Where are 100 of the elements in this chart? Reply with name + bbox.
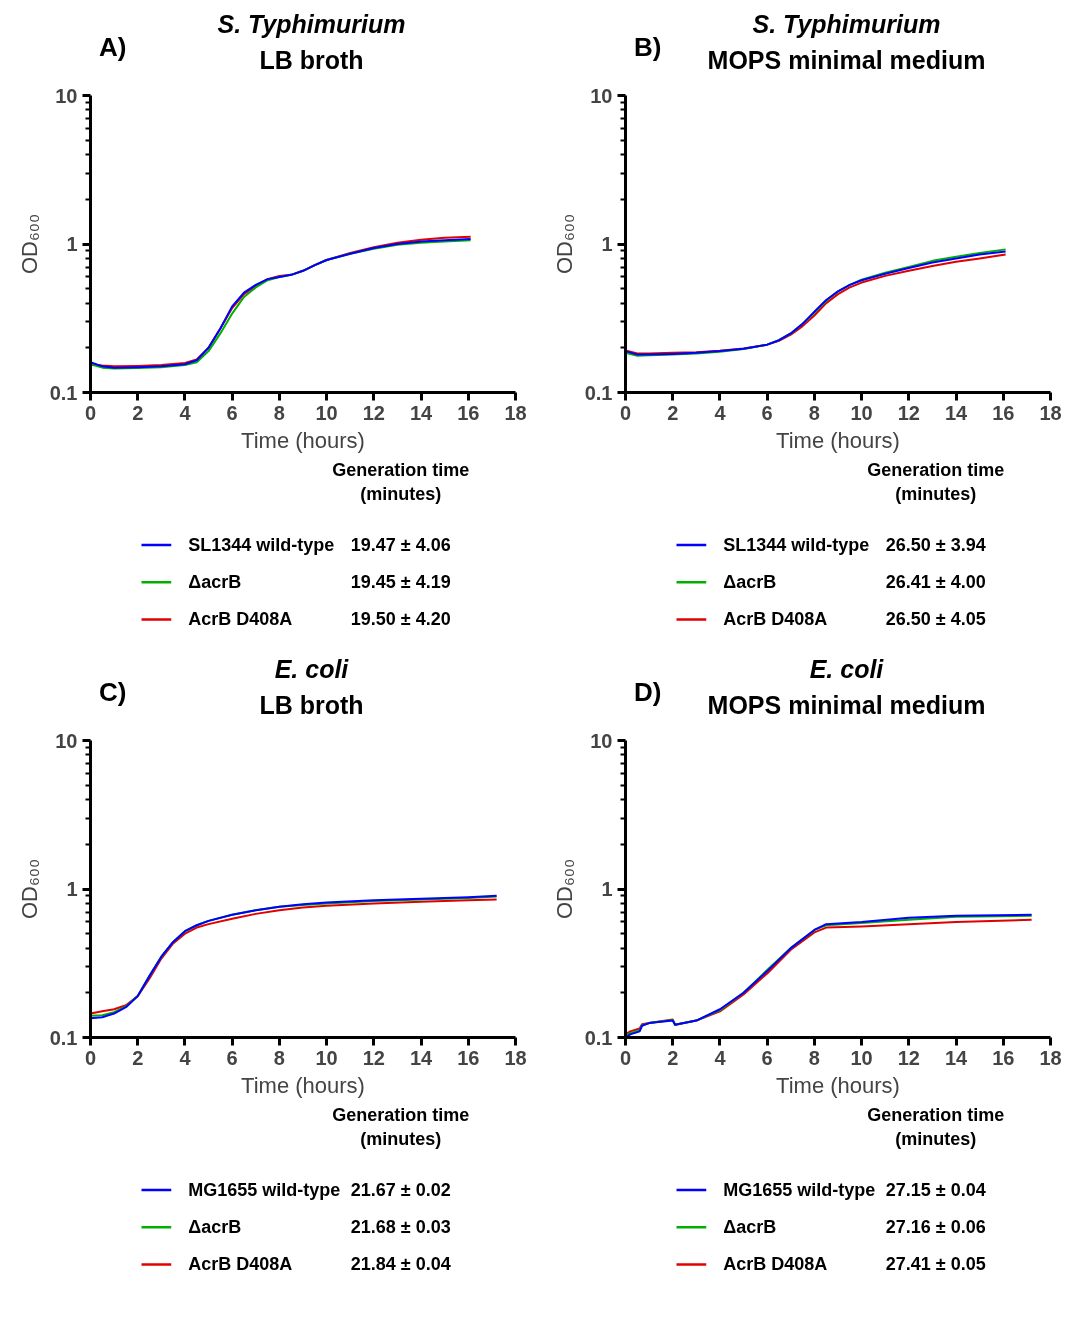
legend-label: MG1655 wild-type bbox=[188, 1179, 341, 1200]
y-axis-title: OD₆₀₀ bbox=[16, 213, 42, 275]
x-tick-label: 0 bbox=[84, 401, 97, 424]
x-tick-label: 12 bbox=[897, 401, 920, 424]
legend-label: SL1344 wild-type bbox=[188, 534, 335, 555]
text: 26.50 ± 4.05 bbox=[885, 609, 986, 630]
x-tick-label: 16 bbox=[992, 401, 1015, 424]
text: 19.45 ± 4.19 bbox=[350, 572, 451, 593]
x-tick-label: 14 bbox=[409, 401, 434, 424]
x-tick-label: 4 bbox=[179, 401, 192, 424]
text: 26.50 ± 3.94 bbox=[885, 534, 986, 555]
x-tick-label: 10 bbox=[850, 401, 873, 424]
y-tick-label: 10 bbox=[55, 84, 78, 107]
x-tick-label: 14 bbox=[944, 1046, 969, 1069]
y-axis-title: OD₆₀₀ bbox=[551, 858, 577, 920]
text: 21.67 ± 0.02 bbox=[350, 1179, 451, 1200]
text: Generation time (minutes) bbox=[332, 459, 470, 504]
y-tick-label: 0.1 bbox=[584, 1026, 613, 1049]
text: B) bbox=[634, 32, 662, 63]
x-tick-label: 8 bbox=[808, 1046, 820, 1069]
text: D) bbox=[634, 677, 662, 708]
y-tick-label: 1 bbox=[601, 233, 613, 255]
x-tick-label: 14 bbox=[944, 401, 969, 424]
x-tick-label: 12 bbox=[897, 1046, 920, 1069]
text: A) bbox=[99, 32, 127, 63]
chart-subtitle: LB broth bbox=[259, 46, 364, 74]
x-tick-label: 2 bbox=[132, 401, 144, 424]
x-tick-label: 14 bbox=[409, 1046, 434, 1069]
legend-label: AcrB D408A bbox=[188, 1254, 293, 1275]
x-tick-label: 10 bbox=[850, 1046, 873, 1069]
x-tick-label: 6 bbox=[226, 1046, 238, 1069]
text: C) bbox=[99, 677, 127, 708]
text: Generation time (minutes) bbox=[332, 1104, 470, 1149]
text: 27.16 ± 0.06 bbox=[885, 1217, 986, 1238]
text: 27.15 ± 0.04 bbox=[885, 1179, 986, 1200]
y-tick-label: 0.1 bbox=[584, 381, 613, 404]
x-tick-label: 12 bbox=[362, 401, 385, 424]
y-tick-label: 1 bbox=[66, 878, 78, 900]
x-tick-label: 18 bbox=[504, 401, 527, 424]
x-axis-title: Time (hours) bbox=[241, 1072, 365, 1098]
x-tick-label: 8 bbox=[808, 401, 820, 424]
chart-title: E. coli bbox=[274, 655, 350, 684]
y-tick-label: 10 bbox=[590, 729, 613, 752]
chart-title: S. Typhimurium bbox=[752, 10, 941, 39]
text: 21.84 ± 0.04 bbox=[350, 1254, 451, 1275]
x-tick-label: 0 bbox=[84, 1046, 97, 1069]
text: Generation time (minutes) bbox=[867, 459, 1005, 504]
chart-title: S. Typhimurium bbox=[217, 10, 406, 39]
x-tick-label: 16 bbox=[457, 401, 480, 424]
text: 21.68 ± 0.03 bbox=[350, 1217, 451, 1238]
x-tick-label: 16 bbox=[992, 1046, 1015, 1069]
x-tick-label: 6 bbox=[761, 401, 773, 424]
y-tick-label: 0.1 bbox=[49, 1026, 78, 1049]
y-tick-label: 1 bbox=[66, 233, 78, 255]
text: 19.50 ± 4.20 bbox=[350, 609, 451, 630]
y-tick-label: 10 bbox=[590, 84, 613, 107]
chart-subtitle: MOPS minimal medium bbox=[707, 46, 986, 74]
legend-label: ΔacrB bbox=[723, 1217, 777, 1238]
x-tick-label: 4 bbox=[714, 1046, 727, 1069]
x-tick-label: 2 bbox=[667, 1046, 679, 1069]
x-tick-label: 18 bbox=[1039, 1046, 1062, 1069]
x-tick-label: 4 bbox=[714, 401, 727, 424]
x-tick-label: 10 bbox=[315, 401, 338, 424]
x-tick-label: 0 bbox=[619, 1046, 632, 1069]
y-tick-label: 1 bbox=[601, 878, 613, 900]
legend-label: ΔacrB bbox=[188, 572, 242, 593]
x-tick-label: 18 bbox=[1039, 401, 1062, 424]
text: 27.41 ± 0.05 bbox=[885, 1254, 986, 1275]
chart-subtitle: LB broth bbox=[259, 691, 364, 719]
x-axis-title: Time (hours) bbox=[776, 427, 900, 453]
y-tick-label: 10 bbox=[55, 729, 78, 752]
chart-title: E. coli bbox=[809, 655, 885, 684]
y-axis-title: OD₆₀₀ bbox=[551, 213, 577, 275]
legend-label: AcrB D408A bbox=[723, 609, 828, 630]
text: 19.47 ± 4.06 bbox=[350, 534, 451, 555]
text: Generation time (minutes) bbox=[867, 1104, 1005, 1149]
legend-label: AcrB D408A bbox=[188, 609, 293, 630]
x-tick-label: 2 bbox=[667, 401, 679, 424]
legend-label: SL1344 wild-type bbox=[723, 534, 870, 555]
x-tick-label: 6 bbox=[761, 1046, 773, 1069]
chart-subtitle: MOPS minimal medium bbox=[707, 691, 986, 719]
x-tick-label: 8 bbox=[273, 1046, 285, 1069]
x-tick-label: 18 bbox=[504, 1046, 527, 1069]
x-axis-title: Time (hours) bbox=[776, 1072, 900, 1098]
y-tick-label: 0.1 bbox=[49, 381, 78, 404]
y-axis-title: OD₆₀₀ bbox=[16, 858, 42, 920]
legend-label: ΔacrB bbox=[723, 572, 777, 593]
x-tick-label: 4 bbox=[179, 1046, 192, 1069]
x-tick-label: 0 bbox=[619, 401, 632, 424]
x-tick-label: 6 bbox=[226, 401, 238, 424]
legend-label: MG1655 wild-type bbox=[723, 1179, 876, 1200]
x-tick-label: 2 bbox=[132, 1046, 144, 1069]
x-axis-title: Time (hours) bbox=[241, 427, 365, 453]
x-tick-label: 16 bbox=[457, 1046, 480, 1069]
x-tick-label: 8 bbox=[273, 401, 285, 424]
x-tick-label: 10 bbox=[315, 1046, 338, 1069]
text: 26.41 ± 4.00 bbox=[885, 572, 986, 593]
x-tick-label: 12 bbox=[362, 1046, 385, 1069]
legend-label: ΔacrB bbox=[188, 1217, 242, 1238]
legend-label: AcrB D408A bbox=[723, 1254, 828, 1275]
